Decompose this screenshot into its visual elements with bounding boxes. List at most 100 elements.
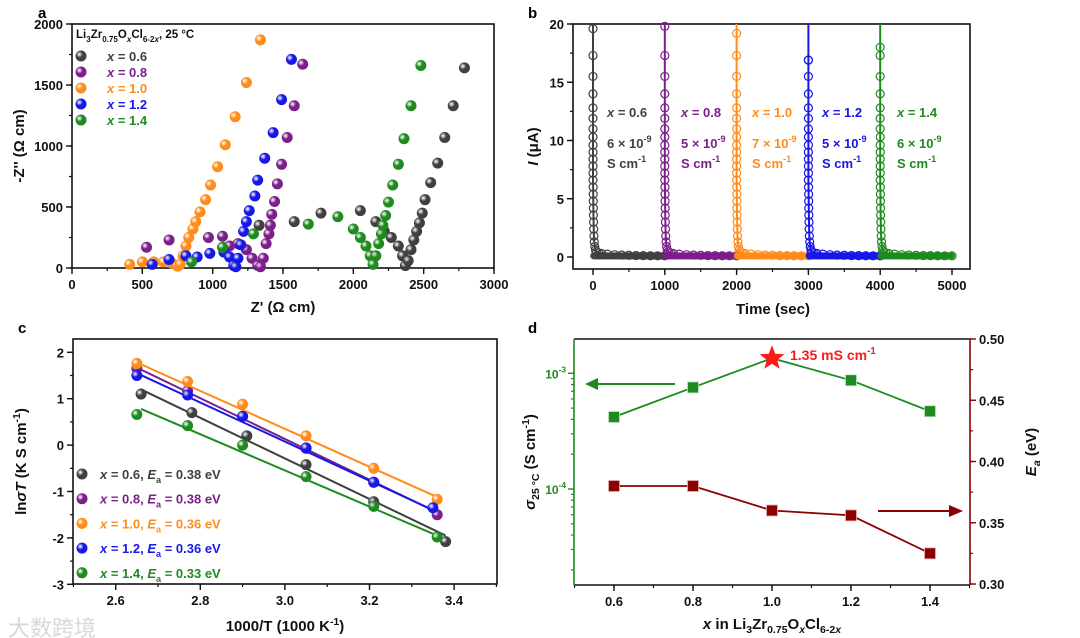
data-point: [285, 53, 297, 65]
data-point: [425, 177, 437, 189]
y-tick-label: 2: [57, 345, 64, 360]
data-point: [257, 252, 269, 264]
data-point: [803, 71, 814, 82]
data-point: [180, 240, 192, 252]
data-point: [660, 103, 670, 113]
data-point: [804, 203, 814, 213]
data-point: [875, 103, 885, 113]
y-tick-label: 0: [56, 261, 63, 276]
data-point: [660, 210, 670, 220]
data-point: [875, 154, 885, 164]
x-tick-label: 0: [68, 277, 75, 292]
series-x0.6: [588, 24, 670, 261]
data-point: [135, 388, 147, 400]
data-point: [731, 71, 742, 82]
data-point: [182, 389, 194, 401]
data-point: [660, 161, 670, 171]
data-point: [804, 217, 814, 227]
y-tick-label: 0: [557, 250, 564, 265]
data-point: [354, 232, 366, 243]
data-point: [804, 231, 814, 241]
data-point: [948, 252, 956, 260]
data-point: [186, 256, 198, 268]
data-point: [205, 179, 217, 191]
y-left-tick-label: 10-4: [545, 480, 566, 497]
data-point: [174, 258, 186, 270]
data-point: [229, 111, 241, 123]
legend-label: x = 1.2: [106, 97, 147, 112]
data-point: [194, 206, 206, 218]
y-tick-label: 500: [41, 200, 63, 215]
data-point: [805, 241, 815, 252]
data-point: [588, 154, 598, 164]
x-tick-label: 1500: [269, 277, 298, 292]
data-point: [845, 509, 857, 522]
data-point: [875, 140, 885, 150]
data-point: [367, 258, 379, 270]
data-point: [732, 210, 742, 220]
conductivity-unit: S cm-1: [822, 154, 861, 171]
data-point: [183, 232, 195, 243]
data-point: [271, 178, 283, 190]
data-point: [432, 157, 444, 169]
data-point: [588, 182, 598, 192]
conductivity-unit: S cm-1: [681, 154, 720, 171]
data-point: [661, 241, 672, 252]
data-point: [247, 228, 259, 240]
data-point: [803, 175, 814, 185]
data-point: [924, 405, 936, 418]
y-right-tick-label: 0.40: [979, 455, 1004, 470]
series-x0.6: [135, 388, 452, 548]
legend-marker: [75, 114, 87, 126]
data-point: [875, 168, 885, 178]
data-point: [588, 196, 598, 206]
data-point: [588, 147, 598, 157]
data-point: [732, 189, 742, 199]
data-point: [219, 139, 231, 151]
data-point: [608, 480, 620, 492]
data-point: [300, 430, 312, 442]
data-point: [875, 147, 885, 157]
panel-b-dc-polarization-plot: 0 1000 2000 3000 4000 5000 0 5 10 15 20 x = 0.6 6 × …: [525, 17, 971, 318]
series-label: x = 1.0: [751, 105, 792, 120]
data-point: [217, 230, 229, 242]
data-point: [733, 241, 743, 252]
data-point: [217, 241, 229, 253]
data-point: [230, 261, 242, 273]
data-point: [588, 189, 598, 199]
y-left-tick-label: 10-3: [545, 364, 566, 381]
x-tick-label: 3000: [480, 277, 509, 292]
x-tick-label: 500: [131, 277, 153, 292]
series-label: x = 1.4: [896, 105, 938, 120]
data-point: [660, 71, 670, 82]
y-tick-label: 1500: [34, 78, 63, 93]
data-point: [182, 376, 194, 388]
data-point: [347, 223, 359, 235]
legend-label: x = 1.0: [106, 81, 147, 96]
data-point: [408, 234, 420, 246]
data-point: [588, 50, 598, 61]
data-point: [373, 238, 385, 250]
legend-marker: [76, 493, 88, 505]
y-right-tick-label: 0.35: [979, 516, 1004, 531]
x-tick-label: 4000: [866, 278, 895, 293]
x-tick-label: 0.6: [605, 594, 623, 609]
data-point: [660, 50, 670, 61]
series-label: x = 0.6: [606, 105, 647, 120]
data-point: [589, 224, 599, 234]
y-axis-title: I (μA): [525, 127, 542, 165]
data-point: [300, 442, 312, 454]
data-point: [368, 500, 380, 512]
data-point: [264, 219, 276, 231]
data-point: [263, 228, 275, 240]
data-point: [731, 113, 742, 123]
y-tick-label: -1: [52, 485, 64, 500]
data-point: [276, 94, 288, 106]
data-point: [440, 536, 452, 548]
data-point: [267, 127, 279, 139]
x-tick-label: 3.2: [360, 593, 378, 608]
y-tick-label: -2: [52, 531, 64, 546]
legend-label: x = 0.8, Ea = 0.38 eV: [99, 492, 221, 510]
data-point: [845, 374, 857, 387]
